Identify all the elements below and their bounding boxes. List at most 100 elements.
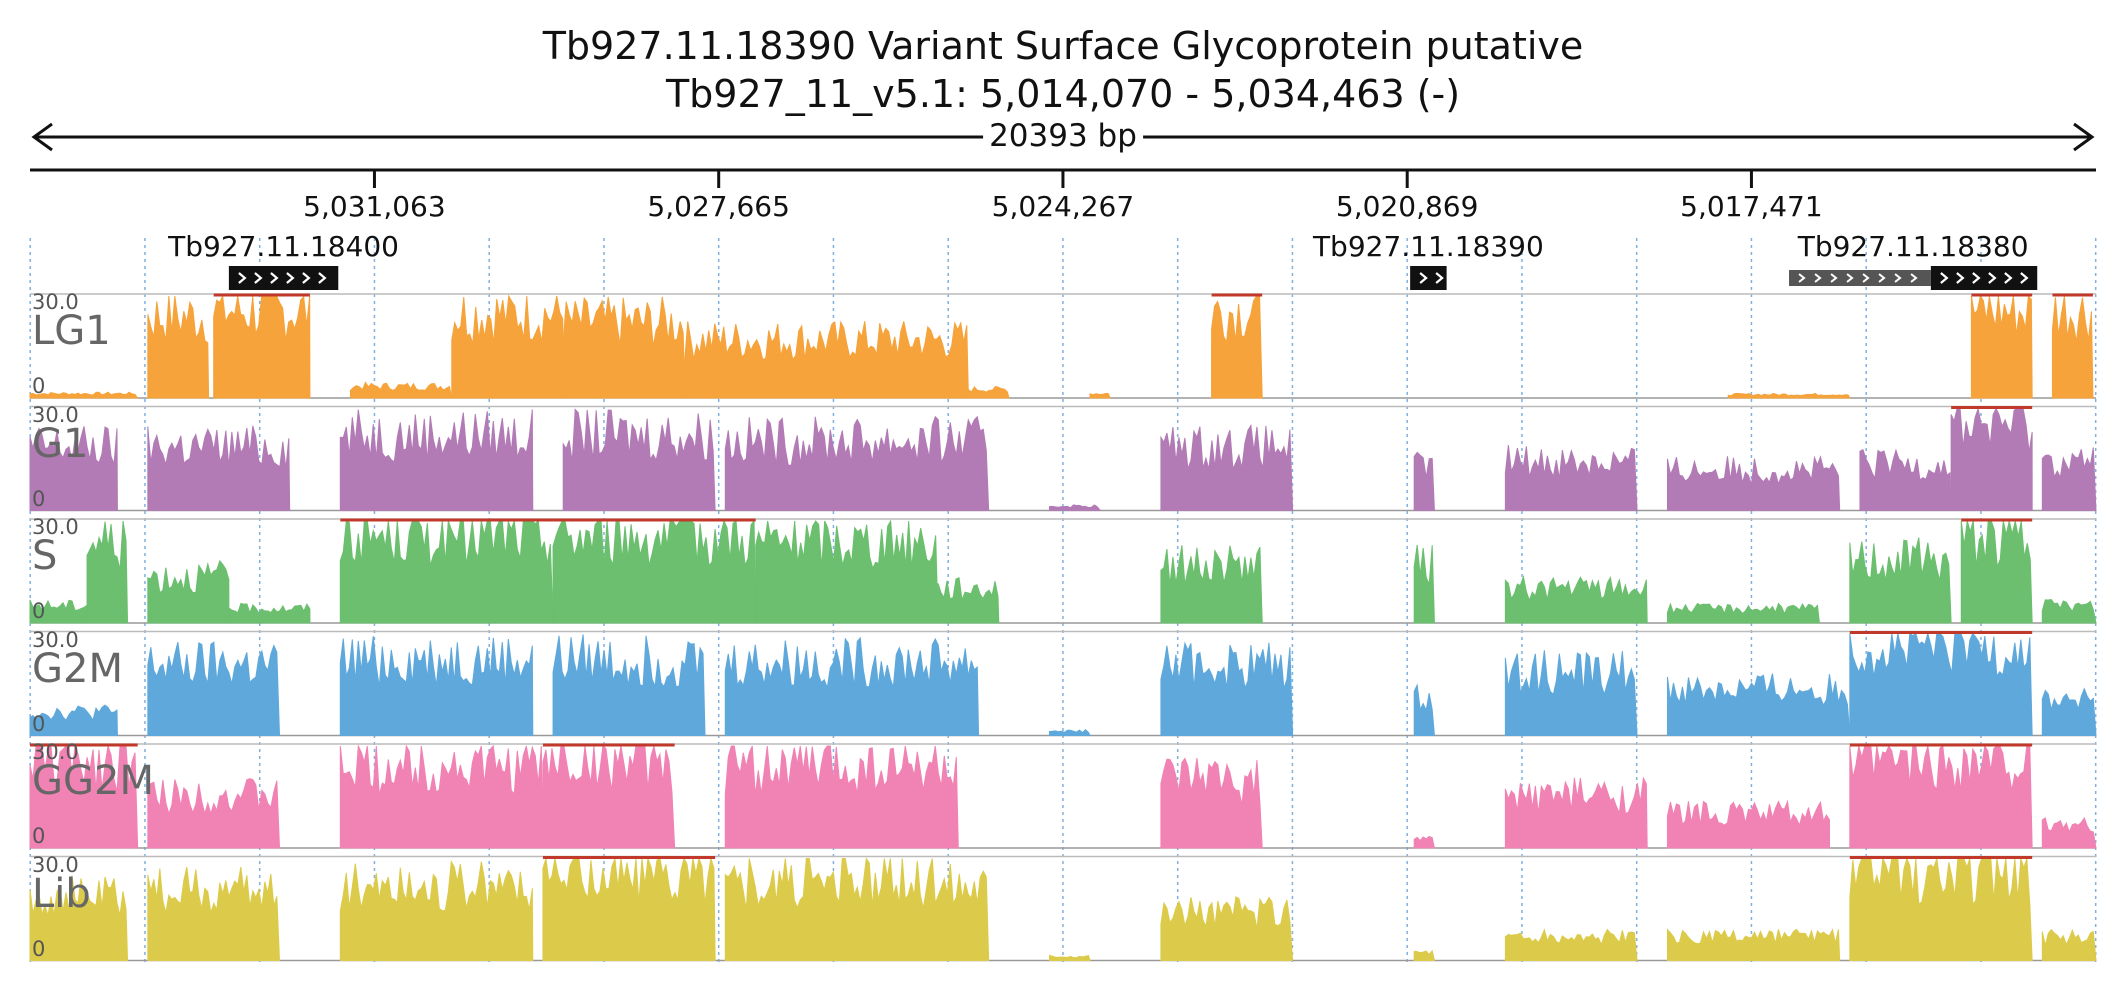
coverage-area — [542, 856, 716, 961]
coverage-area — [147, 641, 281, 736]
coverage-area — [2051, 295, 2094, 399]
y-max-label: 30.0 — [32, 515, 79, 539]
coverage-area — [349, 381, 453, 399]
coverage-area — [724, 636, 980, 736]
coverage-area — [1950, 406, 2033, 511]
coverage-area — [2041, 687, 2097, 736]
coverage-area — [147, 425, 291, 511]
y-max-label: 30.0 — [32, 290, 79, 314]
strand-arrow — [1972, 272, 1981, 284]
coverage-area — [1504, 574, 1648, 624]
strand-arrow — [270, 272, 279, 284]
coverage-area — [1413, 451, 1435, 511]
gene-extension — [1789, 270, 1931, 286]
strand-arrow — [318, 272, 327, 284]
coverage-area — [2041, 928, 2097, 961]
y-max-label: 30.0 — [32, 402, 79, 427]
coverage-area — [1504, 445, 1638, 511]
coverage-area — [147, 559, 230, 624]
coverage-area — [1666, 673, 1851, 736]
x-tick-label: 5,017,471 — [1680, 190, 1823, 223]
coverage-area — [1160, 896, 1294, 961]
coverage-area — [1048, 729, 1091, 736]
strand-arrow — [1862, 273, 1870, 283]
coverage-area — [1048, 954, 1091, 961]
coverage-area — [1413, 835, 1436, 849]
coverage-area — [1859, 448, 1952, 511]
strand-arrow — [1419, 272, 1428, 284]
coverage-area — [1970, 294, 2033, 399]
strand-arrow — [1910, 273, 1918, 283]
strand-arrow — [302, 272, 311, 284]
coverage-area — [1960, 520, 2033, 624]
coverage-area — [1666, 928, 1841, 961]
coverage-area — [29, 875, 129, 961]
coverage-area — [86, 520, 129, 624]
span-label: 20393 bp — [983, 118, 1143, 154]
coverage-area — [1666, 455, 1841, 511]
coverage-area — [29, 391, 139, 399]
y-max-label: 30.0 — [32, 852, 79, 877]
track-gg2m — [29, 743, 2097, 849]
strand-arrow — [1894, 273, 1902, 283]
gene-body — [1930, 266, 2038, 290]
coverage-area — [1504, 776, 1648, 849]
coverage-area — [1666, 799, 1831, 849]
track-name: G1 — [32, 420, 89, 467]
strand-arrow — [1956, 272, 1965, 284]
coverage-area — [2041, 447, 2097, 511]
coverage-area — [684, 320, 969, 399]
coverage-area — [451, 294, 564, 399]
coverage-area — [1413, 544, 1435, 624]
coverage-area — [1413, 683, 1435, 736]
coverage-area — [552, 634, 706, 736]
track-lib — [29, 855, 2097, 962]
coverage-area — [562, 408, 716, 511]
y-min-label: 0 — [32, 599, 46, 623]
coverage-area — [755, 519, 939, 624]
coverage-area — [937, 576, 1000, 624]
coverage-area — [542, 744, 676, 849]
coverage-area — [339, 859, 534, 961]
track-s — [29, 518, 2097, 624]
strand-arrow — [1435, 272, 1444, 284]
gene-body — [228, 266, 339, 290]
track-name: S — [32, 533, 58, 579]
coverage-area — [29, 704, 118, 736]
y-min-label: 0 — [32, 711, 46, 736]
coverage-area — [724, 415, 990, 511]
strand-arrow — [2020, 272, 2029, 284]
strand-arrow — [2004, 272, 2013, 284]
strand-arrow — [286, 272, 295, 284]
span-arrow-right — [2073, 122, 2095, 152]
coverage-area — [2041, 816, 2097, 849]
coverage-area — [147, 295, 210, 399]
y-min-label: 0 — [32, 824, 46, 848]
track-g1 — [29, 405, 2097, 512]
gene-track — [228, 266, 2038, 290]
y-max-label: 30.0 — [32, 740, 79, 764]
coverage-area — [29, 426, 118, 511]
coverage-area — [967, 385, 1010, 399]
coverage-area — [1413, 949, 1436, 961]
span-arrow-left — [31, 122, 53, 152]
strand-arrow — [238, 272, 247, 284]
coverage-area — [339, 409, 534, 511]
track-name: Lib — [32, 870, 91, 917]
x-tick-label: 5,020,869 — [1335, 190, 1479, 223]
coverage-area — [552, 519, 757, 624]
coverage-area — [1727, 392, 1851, 399]
gene-label: Tb927.11.18400 — [168, 230, 399, 263]
strand-arrow — [1940, 272, 1949, 284]
coverage-area — [724, 745, 959, 849]
coverage-area — [339, 744, 544, 849]
track-name: G2M — [32, 645, 123, 692]
coverage-tracks — [29, 293, 2097, 962]
coverage-area — [1666, 602, 1820, 624]
y-max-label: 30.0 — [32, 627, 79, 652]
coverage-area — [2041, 599, 2097, 624]
coverage-area — [29, 599, 88, 624]
strand-arrow — [1878, 273, 1886, 283]
track-name: LG1 — [32, 308, 111, 354]
